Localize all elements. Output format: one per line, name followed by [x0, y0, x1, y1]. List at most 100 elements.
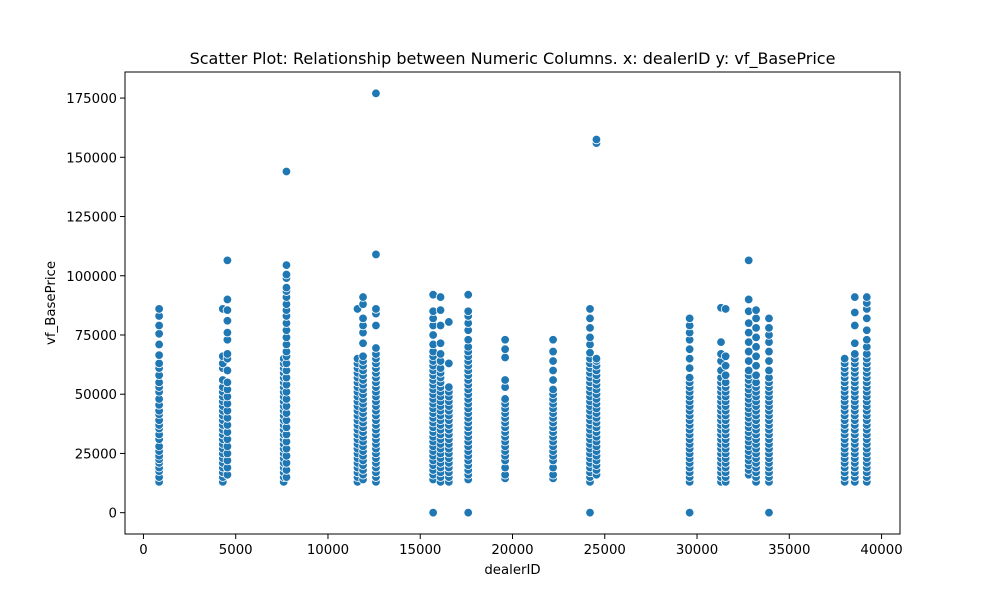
y-axis-label: vf_BasePrice — [44, 261, 59, 345]
data-point — [585, 304, 595, 314]
data-point — [500, 344, 510, 354]
y-axis: 0 25000 50000 75000 100000 125000 150000 175000 — [66, 92, 125, 522]
data-point — [751, 342, 761, 352]
data-point — [435, 305, 446, 315]
data-point — [862, 292, 872, 302]
data-point — [850, 307, 860, 318]
data-point — [371, 304, 381, 314]
data-point — [154, 358, 164, 369]
data-point — [751, 370, 761, 380]
x-tick-label: 35000 — [768, 543, 810, 558]
data-point — [850, 292, 860, 302]
data-point — [764, 356, 774, 366]
data-point — [371, 249, 381, 260]
data-point — [591, 134, 602, 145]
y-tick-label: 175000 — [66, 92, 117, 107]
x-tick-label: 30000 — [676, 543, 718, 558]
data-point — [371, 320, 381, 331]
data-point — [548, 356, 558, 366]
data-point — [743, 327, 754, 338]
data-point — [500, 375, 510, 385]
data-point — [154, 320, 164, 331]
data-point — [548, 335, 558, 345]
data-point — [222, 349, 233, 359]
data-point — [743, 365, 754, 376]
data-point — [222, 327, 233, 338]
data-point — [751, 351, 761, 362]
data-point — [716, 337, 726, 347]
data-point — [222, 365, 233, 376]
data-point — [850, 338, 860, 348]
data-point — [751, 305, 761, 315]
data-point — [358, 313, 368, 324]
data-point — [281, 282, 292, 293]
data-point — [743, 294, 754, 305]
data-point — [585, 332, 595, 343]
data-point — [684, 344, 695, 354]
data-point — [720, 351, 731, 362]
x-tick-label: 10000 — [307, 543, 349, 558]
data-point — [743, 337, 754, 347]
data-point — [435, 349, 446, 359]
y-tick-label: 125000 — [66, 211, 117, 226]
y-tick-label: 25000 — [75, 447, 117, 462]
data-point — [154, 304, 164, 314]
data-point — [585, 323, 595, 333]
data-point — [591, 353, 602, 364]
data-point — [222, 305, 233, 315]
data-point — [684, 363, 695, 373]
data-point — [743, 255, 754, 266]
data-point — [720, 370, 731, 380]
data-point — [154, 350, 164, 360]
data-point — [500, 335, 510, 345]
data-point — [684, 313, 695, 324]
x-tick-label: 20000 — [491, 543, 533, 558]
data-point — [764, 507, 774, 518]
data-point — [751, 332, 761, 343]
y-tick-label: 50000 — [75, 388, 117, 403]
data-point — [743, 356, 754, 366]
data-point — [222, 316, 233, 326]
data-point — [764, 365, 774, 376]
data-point — [371, 88, 381, 99]
data-point — [684, 372, 695, 383]
plot-area — [125, 72, 900, 534]
data-point — [435, 320, 446, 331]
data-point — [850, 320, 860, 331]
data-point — [585, 507, 595, 518]
x-tick-label: 15000 — [399, 543, 441, 558]
x-tick-label: 40000 — [860, 543, 902, 558]
y-tick-label: 100000 — [66, 270, 117, 285]
data-point — [281, 269, 292, 280]
data-point — [358, 338, 368, 348]
data-point — [548, 375, 558, 385]
data-point — [463, 290, 473, 300]
x-tick-label: 25000 — [584, 543, 626, 558]
data-points — [154, 88, 872, 518]
x-axis: 0 5000 10000 15000 20000 25000 30000 35000 40000 — [139, 534, 903, 558]
data-point — [500, 352, 510, 363]
data-point — [764, 313, 774, 324]
data-point — [154, 339, 164, 350]
data-point — [764, 346, 774, 357]
data-point — [371, 343, 381, 353]
data-point — [428, 330, 438, 340]
data-point — [548, 365, 558, 376]
data-point — [839, 353, 850, 364]
data-point — [548, 346, 558, 357]
data-point — [444, 358, 454, 369]
x-axis-label: dealerID — [484, 563, 540, 578]
data-point — [463, 335, 473, 345]
data-point — [435, 338, 446, 348]
data-point — [862, 313, 872, 324]
data-point — [222, 377, 233, 388]
data-point — [281, 166, 292, 177]
data-point — [585, 313, 595, 324]
data-point — [862, 325, 872, 335]
data-point — [743, 346, 754, 357]
data-point — [751, 323, 761, 333]
data-point — [720, 361, 731, 371]
data-point — [500, 394, 510, 404]
data-point — [444, 382, 454, 392]
data-point — [548, 384, 558, 395]
